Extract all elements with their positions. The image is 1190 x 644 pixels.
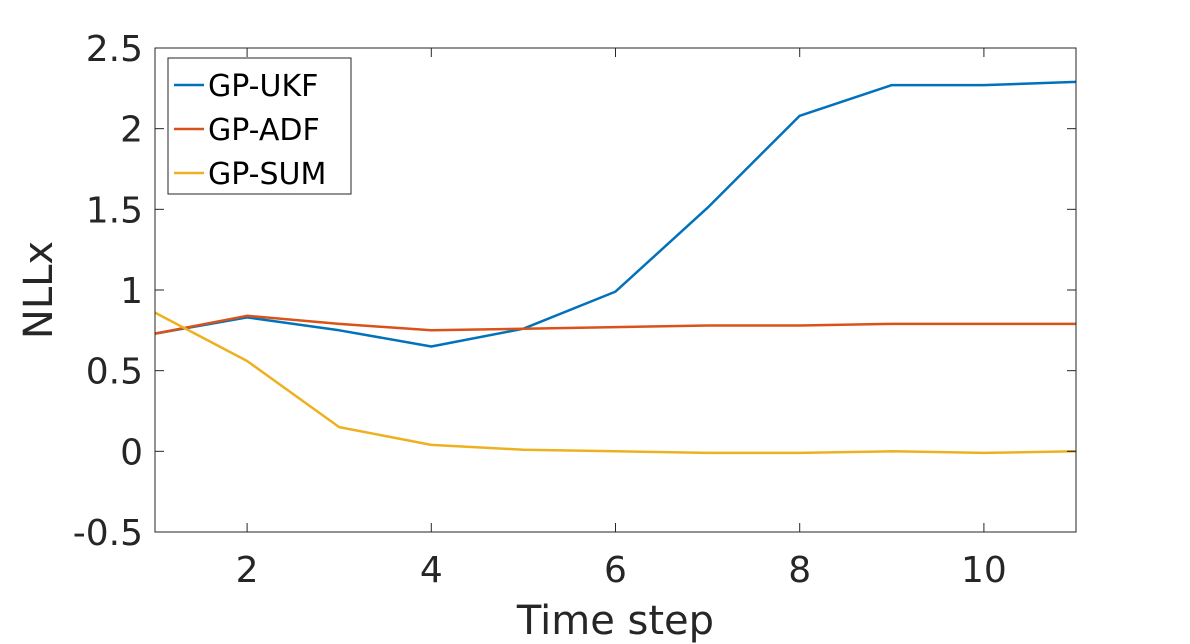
legend-label-gp-adf: GP-ADF (208, 113, 320, 148)
y-axis-title: NLLx (16, 241, 62, 339)
x-tick-label: 10 (961, 550, 1007, 591)
y-tick-label: 1.5 (86, 190, 143, 231)
plot-area (154, 80, 1077, 455)
y-tick-label: 2 (120, 110, 143, 151)
series-line-gp-sum (154, 311, 1077, 455)
x-tick-label: 2 (236, 550, 259, 591)
series-line-gp-adf (154, 314, 1076, 335)
y-tick-label: 1 (120, 271, 143, 312)
y-tick-label: 2.5 (86, 29, 143, 70)
x-tick-label: 8 (788, 550, 811, 591)
x-axis-title: Time step (516, 598, 714, 644)
legend: GP-UKF GP-ADF GP-SUM (167, 57, 352, 195)
axis-ticks: 2 4 6 8 10 -0.5 0 0.5 1 1.5 2 2.5 (73, 29, 1076, 591)
x-tick-label: 4 (420, 550, 443, 591)
legend-label-gp-ukf: GP-UKF (208, 69, 318, 104)
y-tick-label: -0.5 (73, 513, 143, 554)
legend-label-gp-sum: GP-SUM (208, 157, 326, 192)
y-tick-label: 0.5 (86, 352, 143, 393)
y-tick-label: 0 (120, 432, 143, 473)
series-line-gp-ukf (154, 80, 1077, 348)
x-tick-label: 6 (604, 550, 627, 591)
legend-box (167, 57, 352, 195)
